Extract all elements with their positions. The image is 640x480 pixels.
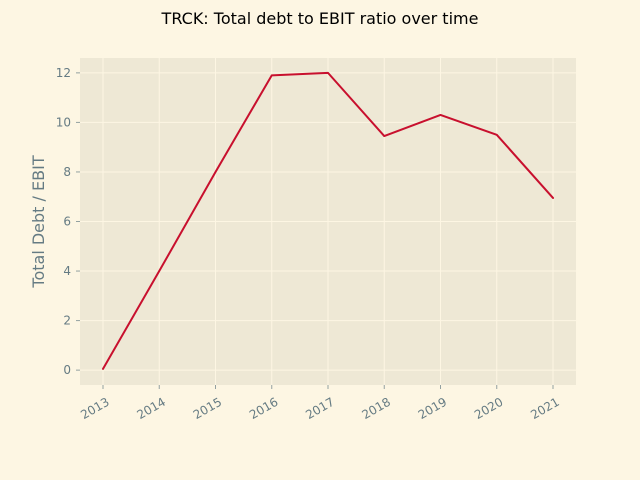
series-line-0 — [102, 71, 554, 370]
y-tick-label: 6 — [63, 215, 71, 229]
y-tick-label: 0 — [63, 363, 71, 377]
chart-title: TRCK: Total debt to EBIT ratio over time — [161, 9, 479, 28]
y-tick-label: 12 — [56, 66, 71, 80]
y-axis: 0 2 4 6 8 10 12 — [56, 66, 80, 377]
y-tick-label: 8 — [63, 165, 71, 179]
y-tick-label: 10 — [56, 115, 71, 129]
series-group — [102, 71, 554, 370]
y-axis-label: Total Debt / EBIT — [29, 155, 48, 288]
y-tick-label: 2 — [63, 314, 71, 328]
y-tick-label: 4 — [63, 264, 71, 278]
